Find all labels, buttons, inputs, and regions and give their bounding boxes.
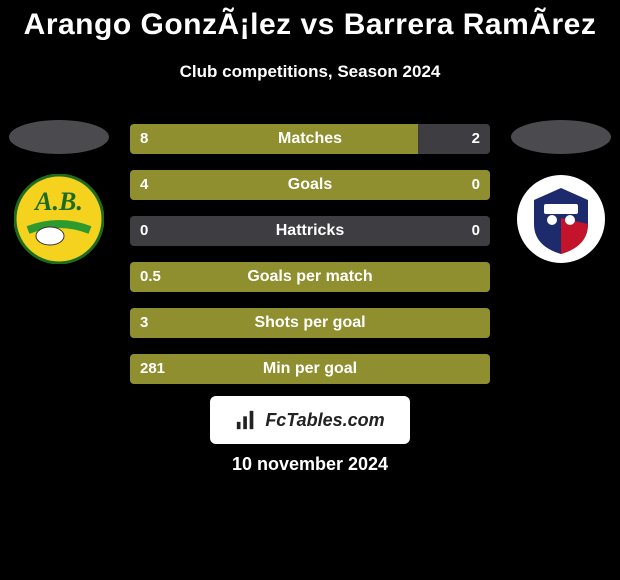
chart-icon [235,409,257,431]
player-ellipse-right [511,120,611,154]
left-column: A.B. [4,120,114,264]
footer-date: 10 november 2024 [0,454,620,475]
right-column [506,120,616,264]
stat-metric-label: Goals [130,170,490,200]
stat-row: 3Shots per goal [130,308,490,338]
stat-row: 281Min per goal [130,354,490,384]
subtitle: Club competitions, Season 2024 [0,62,620,82]
stat-metric-label: Shots per goal [130,308,490,338]
team-badge-right-svg [516,174,606,264]
team-badge-left-svg: A.B. [14,174,104,264]
page-title: Arango GonzÃ¡lez vs Barrera RamÃ­rez [0,8,620,42]
player-ellipse-left [9,120,109,154]
source-text: FcTables.com [265,410,384,431]
stat-metric-label: Goals per match [130,262,490,292]
stat-row: 82Matches [130,124,490,154]
team-badge-left: A.B. [14,174,104,264]
stat-metric-label: Min per goal [130,354,490,384]
stat-row: 0.5Goals per match [130,262,490,292]
comparison-card: Arango GonzÃ¡lez vs Barrera RamÃ­rez Clu… [0,0,620,580]
stat-metric-label: Matches [130,124,490,154]
source-badge: FcTables.com [210,396,410,444]
stat-row: 40Goals [130,170,490,200]
stat-row: 00Hattricks [130,216,490,246]
stat-metric-label: Hattricks [130,216,490,246]
svg-text:A.B.: A.B. [33,187,83,216]
team-badge-right [516,174,606,264]
comparison-bars: 82Matches 40Goals 00Hattricks 0.5Goals per … [130,124,490,400]
